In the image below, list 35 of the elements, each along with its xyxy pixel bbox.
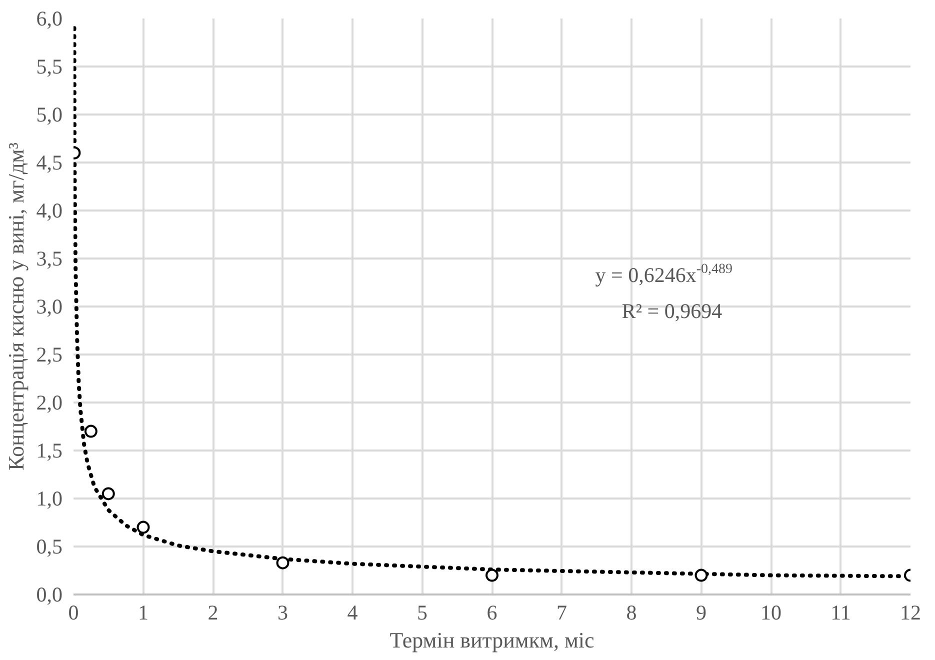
x-tick-label: 9 xyxy=(696,600,706,624)
point xyxy=(136,520,150,534)
x-tick-label: 12 xyxy=(900,600,921,624)
y-tick-label: 5,5 xyxy=(36,54,62,78)
y-tick-label: 2,0 xyxy=(36,390,62,414)
x-tick-label: 3 xyxy=(278,600,288,624)
point xyxy=(486,568,498,582)
annotation: R² = 0,9694 xyxy=(622,299,723,324)
y-tick-label: 4,5 xyxy=(36,150,62,174)
y-tick-label: 3,5 xyxy=(36,246,62,270)
y-tick-label: 0,5 xyxy=(36,534,62,558)
x-tick-label: 4 xyxy=(347,600,358,624)
x-tick-label: 5 xyxy=(417,600,428,624)
point xyxy=(102,487,115,500)
x-tick-label: 7 xyxy=(556,600,567,624)
x-tick-label: 2 xyxy=(208,600,218,624)
x-tick-label: 0 xyxy=(68,600,79,624)
y-tick-label: 4,0 xyxy=(36,198,62,222)
y-tick-label: 1,5 xyxy=(36,438,62,462)
x-tick-label: 1 xyxy=(138,600,148,624)
y-tick-label: 0,0 xyxy=(36,582,62,606)
x-tick-label: 11 xyxy=(830,600,851,624)
x-axis-title: Термін витримкм, міс xyxy=(390,628,594,652)
y-tick-label: 2,5 xyxy=(36,342,62,366)
y-tick-label: 3,0 xyxy=(36,294,62,318)
y-tick-label: 5,0 xyxy=(36,102,62,126)
y-tick-label: 6,0 xyxy=(36,6,62,30)
point xyxy=(694,568,708,582)
x-tick-label: 8 xyxy=(626,600,637,624)
y-axis-title: Концентрація кисню у вині, мг/дм³ xyxy=(3,142,28,471)
y-tick-label: 1,0 xyxy=(36,486,62,510)
x-tick-label: 6 xyxy=(486,600,498,624)
point xyxy=(84,424,98,438)
x-tick-label: 10 xyxy=(760,600,782,624)
point xyxy=(276,556,290,570)
